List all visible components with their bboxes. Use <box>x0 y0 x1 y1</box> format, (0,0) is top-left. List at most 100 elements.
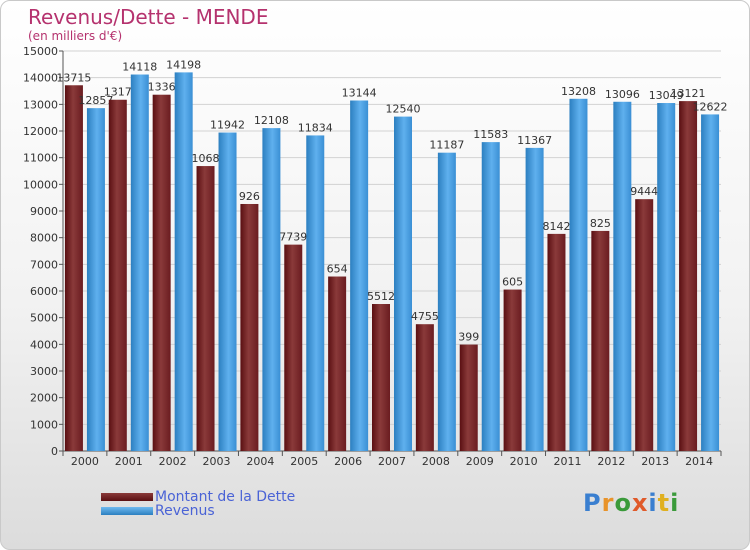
x-tick-label: 2000 <box>71 455 99 468</box>
legend-label-dette: Montant de la Dette <box>155 489 296 505</box>
bar-revenus <box>481 142 500 451</box>
data-label-dette: 825 <box>590 217 611 230</box>
legend-swatch-dette <box>101 493 153 501</box>
y-tick-label: 6000 <box>30 285 58 298</box>
y-tick-label: 11000 <box>23 152 58 165</box>
data-label-dette: 399 <box>458 331 479 344</box>
bar-dette <box>679 101 698 452</box>
y-tick-label: 8000 <box>30 232 58 245</box>
y-tick-label: 12000 <box>23 125 58 138</box>
logo-letter: i <box>648 489 658 517</box>
data-label-revenus: 12857 <box>78 94 113 107</box>
bar-revenus <box>218 132 237 451</box>
bar-dette <box>415 324 434 451</box>
x-tick-label: 2004 <box>246 455 274 468</box>
logo-letter: t <box>657 489 671 517</box>
data-label-revenus: 13096 <box>605 88 640 101</box>
logo-letter: P <box>583 489 602 517</box>
x-tick-label: 2003 <box>203 455 231 468</box>
data-label-revenus: 13144 <box>342 86 377 99</box>
y-tick-label: 1000 <box>30 418 58 431</box>
bar-revenus <box>437 152 456 451</box>
logo-letter: r <box>601 489 615 517</box>
x-tick-label: 2007 <box>378 455 406 468</box>
data-label-revenus: 13049 <box>649 89 684 102</box>
data-label-revenus: 11187 <box>429 139 464 152</box>
y-tick-label: 14000 <box>23 72 58 85</box>
bar-revenus <box>569 98 588 451</box>
bar-revenus <box>306 135 325 451</box>
chart-subtitle: (en milliers d'€) <box>28 29 123 43</box>
data-label-dette: 9444 <box>630 185 658 198</box>
data-label-revenus: 13208 <box>561 85 596 98</box>
bar-dette <box>64 85 83 452</box>
legend-item-dette: Montant de la Dette <box>101 489 295 505</box>
x-tick-label: 2006 <box>334 455 362 468</box>
logo-letter: x <box>631 489 649 517</box>
data-label-dette: 605 <box>502 276 523 289</box>
bar-dette <box>635 199 654 451</box>
data-label-revenus: 11834 <box>298 121 333 134</box>
y-tick-label: 9000 <box>30 205 58 218</box>
data-label-revenus: 11942 <box>210 119 245 132</box>
data-label-dette: 8142 <box>542 220 570 233</box>
x-tick-label: 2012 <box>597 455 625 468</box>
x-tick-label: 2011 <box>553 455 581 468</box>
bar-dette <box>240 203 259 451</box>
bar-revenus <box>350 100 369 451</box>
bar-dette <box>152 94 171 451</box>
x-tick-label: 2002 <box>159 455 187 468</box>
x-tick-label: 2005 <box>290 455 318 468</box>
data-label-dette: 5512 <box>367 290 395 303</box>
y-tick-label: 15000 <box>23 45 58 58</box>
bar-revenus <box>86 108 105 451</box>
x-tick-label: 2013 <box>641 455 669 468</box>
x-tick-label: 2008 <box>422 455 450 468</box>
data-label-revenus: 12622 <box>693 100 728 113</box>
bar-dette <box>503 289 522 451</box>
bar-dette <box>196 166 215 452</box>
y-tick-label: 10000 <box>23 178 58 191</box>
data-label-dette: 7739 <box>279 231 307 244</box>
data-label-dette: 1336 <box>148 81 176 94</box>
x-tick-label: 2014 <box>685 455 713 468</box>
data-label-revenus: 14118 <box>122 61 157 74</box>
x-tick-label: 2009 <box>466 455 494 468</box>
y-tick-label: 2000 <box>30 392 58 405</box>
bar-dette <box>108 99 127 451</box>
y-tick-label: 13000 <box>23 98 58 111</box>
legend-swatch-revenus <box>101 507 153 515</box>
bar-revenus <box>262 128 281 451</box>
bar-revenus <box>174 72 193 452</box>
data-label-dette: 926 <box>239 190 260 203</box>
bar-revenus <box>657 103 676 451</box>
bar-dette <box>284 244 303 451</box>
x-tick-label: 2010 <box>510 455 538 468</box>
bar-revenus <box>394 116 412 451</box>
data-label-revenus: 12540 <box>386 103 421 116</box>
y-tick-label: 7000 <box>30 258 58 271</box>
data-label-dette: 1068 <box>192 152 220 165</box>
bar-revenus <box>613 101 632 452</box>
data-label-revenus: 12108 <box>254 114 289 127</box>
data-label-revenus: 11367 <box>517 134 552 147</box>
y-tick-label: 5000 <box>30 312 58 325</box>
proxiti-logo: Proxiti <box>583 489 679 517</box>
data-label-dette: 4755 <box>411 310 439 323</box>
y-tick-label: 4000 <box>30 338 58 351</box>
data-label-dette: 1317 <box>104 86 132 99</box>
data-label-revenus: 11583 <box>473 128 508 141</box>
y-tick-label: 0 <box>51 445 58 458</box>
legend-label-revenus: Revenus <box>155 503 215 519</box>
logo-letter: o <box>614 489 632 517</box>
bar-dette <box>459 344 478 451</box>
legend-item-revenus: Revenus <box>101 503 215 519</box>
bar-dette <box>372 304 390 451</box>
bar-revenus <box>701 114 720 451</box>
data-label-dette: 654 <box>327 263 348 276</box>
bar-dette <box>328 276 347 451</box>
bar-revenus <box>525 147 544 451</box>
logo-letter: i <box>670 489 680 517</box>
data-label-revenus: 14198 <box>166 58 201 71</box>
